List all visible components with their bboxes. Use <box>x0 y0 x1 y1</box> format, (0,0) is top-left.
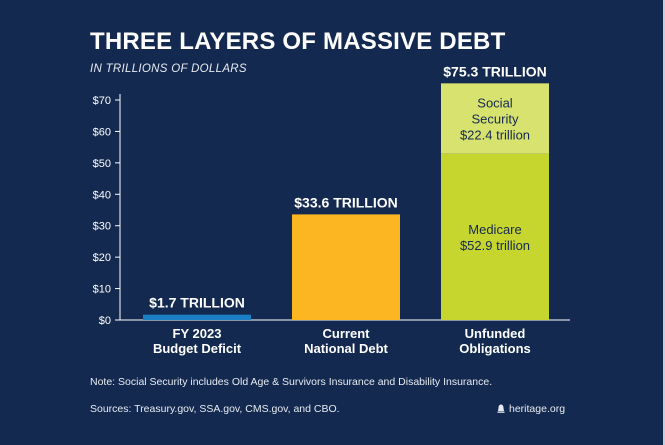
bar-segment <box>441 153 549 320</box>
sources-text: Sources: Treasury.gov, SSA.gov, CMS.gov,… <box>90 403 340 415</box>
bar-segment <box>143 314 251 320</box>
x-category-label: Budget Deficit <box>153 341 242 356</box>
y-tick-label: $60 <box>93 126 111 138</box>
bar-total-label: $33.6 TRILLION <box>294 194 397 210</box>
x-category-label: FY 2023 <box>173 326 222 341</box>
y-tick-label: $0 <box>99 315 111 327</box>
bar-segment <box>441 83 549 154</box>
y-tick-label: $10 <box>93 284 111 296</box>
footnote: Note: Social Security includes Old Age &… <box>90 376 493 388</box>
x-category-label: Obligations <box>459 341 531 356</box>
y-tick-label: $30 <box>93 221 111 233</box>
y-tick-label: $70 <box>93 95 111 107</box>
bell-icon <box>497 404 505 413</box>
y-tick-label: $50 <box>93 158 111 170</box>
bar-total-label: $75.3 TRILLION <box>443 63 546 79</box>
y-tick-label: $20 <box>93 252 111 264</box>
logo-text: heritage.org <box>509 403 566 415</box>
x-category-label: National Debt <box>304 341 388 356</box>
segment-label: $22.4 trillion <box>460 128 530 143</box>
segment-label: Security <box>472 112 519 127</box>
chart-title: THREE LAYERS OF MASSIVE DEBT <box>90 28 506 55</box>
x-category-label: Current <box>323 326 371 341</box>
bar-segment <box>292 214 400 320</box>
heritage-logo[interactable]: heritage.org <box>497 403 565 415</box>
segment-label: $52.9 trillion <box>460 238 530 253</box>
bar-total-label: $1.7 TRILLION <box>149 295 245 311</box>
x-category-label: Unfunded <box>465 326 526 341</box>
y-tick-label: $40 <box>93 189 111 201</box>
segment-label: Medicare <box>468 222 521 237</box>
chart-subtitle: IN TRILLIONS OF DOLLARS <box>90 63 247 75</box>
segment-label: Social <box>477 96 513 111</box>
